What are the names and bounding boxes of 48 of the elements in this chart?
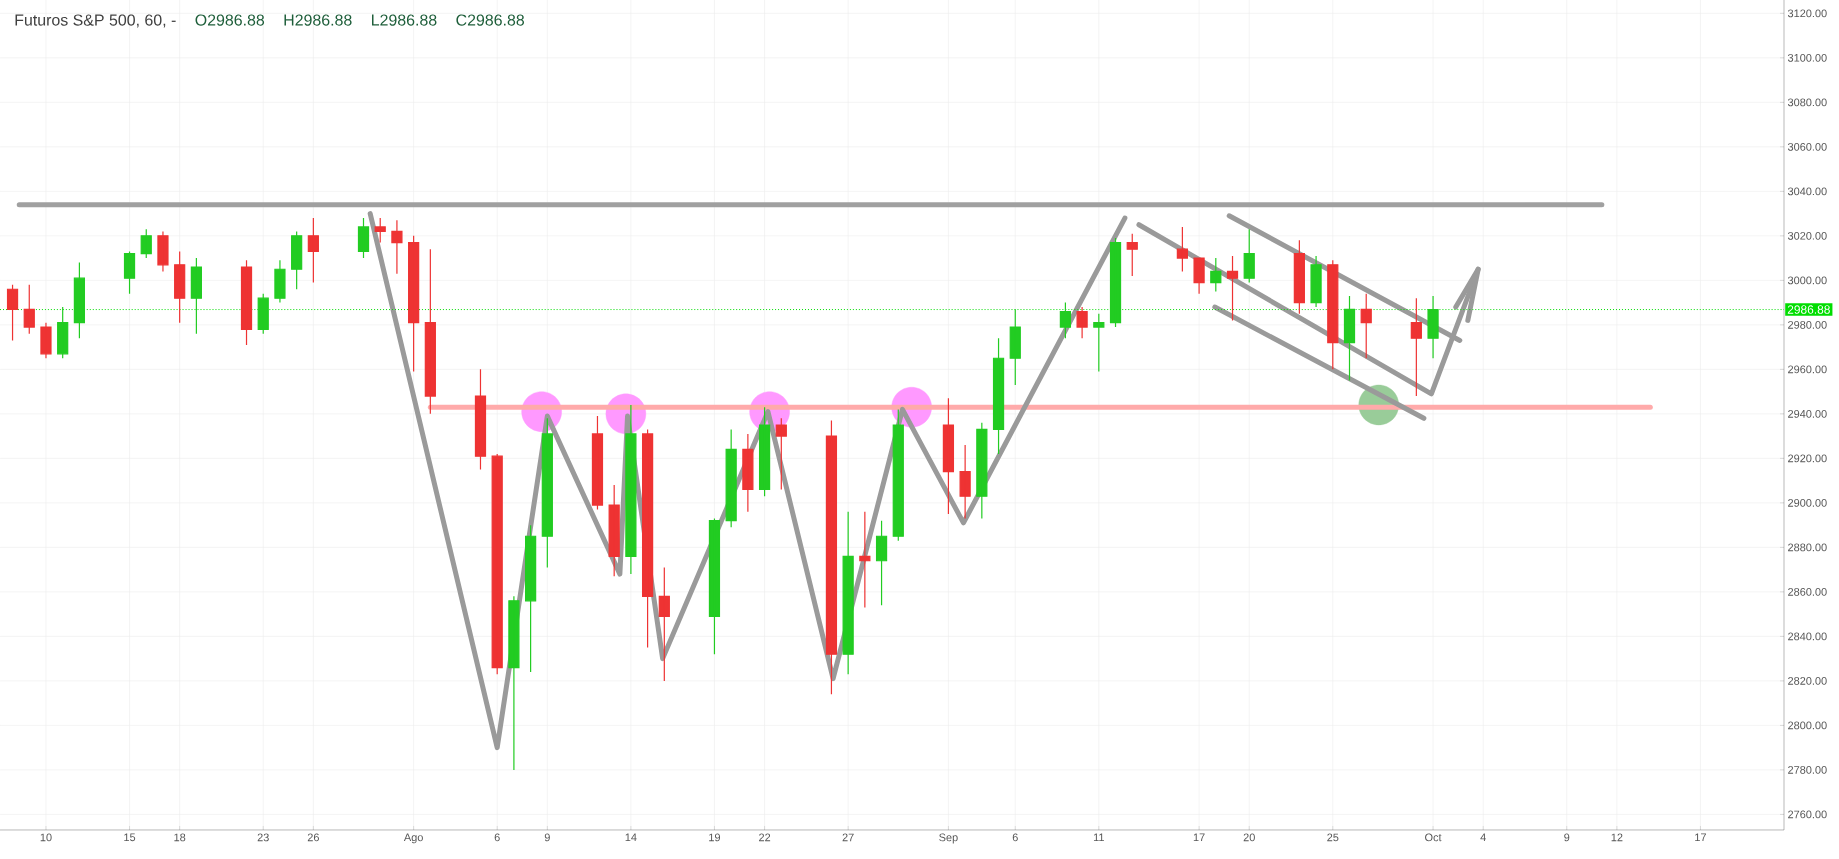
annotation: C2986.88 xyxy=(456,14,525,26)
x-tick-label: 15 xyxy=(124,833,136,842)
y-tick-label: 2760.00 xyxy=(1788,810,1827,819)
y-tick-label: 3120.00 xyxy=(1787,9,1827,18)
y-tick-label: 2940.00 xyxy=(1788,410,1827,418)
ref-line-label: 2986.88 xyxy=(1787,305,1830,314)
y-tick-label: 3060.00 xyxy=(1787,142,1827,151)
x-tick-label: 20 xyxy=(1243,833,1255,842)
y-tick-label: 2840.00 xyxy=(1788,632,1827,641)
x-tick-label: 19 xyxy=(709,833,721,842)
y-tick-label: 2800.00 xyxy=(1788,721,1827,730)
y-tick-label: 2880.00 xyxy=(1788,543,1827,552)
x-tick-label: 9 xyxy=(544,833,550,842)
x-tick-label: 25 xyxy=(1327,833,1339,842)
annotation: H2986.88 xyxy=(284,14,352,26)
x-tick-label: Ago xyxy=(403,833,423,844)
y-tick-label: 2980.00 xyxy=(1788,320,1827,329)
x-tick-label: 6 xyxy=(1012,833,1018,842)
y-tick-label: 2780.00 xyxy=(1788,766,1827,774)
x-tick-label: 27 xyxy=(842,833,854,842)
annotation: O2986.88 xyxy=(195,14,265,26)
x-tick-label: 18 xyxy=(174,833,186,842)
x-tick-label: 26 xyxy=(307,833,319,842)
x-tick-label: 14 xyxy=(625,833,637,842)
x-tick-label: 22 xyxy=(759,833,771,842)
y-tick-label: 2900.00 xyxy=(1788,499,1827,507)
y-tick-label: 2960.00 xyxy=(1788,365,1827,374)
x-tick-label: 6 xyxy=(494,833,500,842)
x-tick-label: 12 xyxy=(1611,833,1623,842)
y-tick-label: 3040.00 xyxy=(1787,187,1827,196)
x-tick-label: 17 xyxy=(1695,833,1706,842)
y-tick-label: 3020.00 xyxy=(1787,231,1827,240)
y-tick-label: 3100.00 xyxy=(1787,53,1827,62)
y-tick-label: 3080.00 xyxy=(1787,98,1827,107)
x-tick-label: 23 xyxy=(257,833,269,842)
x-tick-label: 10 xyxy=(40,833,52,842)
x-tick-label: 9 xyxy=(1564,833,1570,842)
x-tick-label: 11 xyxy=(1093,833,1104,842)
x-tick-label: 4 xyxy=(1480,833,1486,842)
x-tick-label: Oct xyxy=(1425,833,1442,842)
y-tick-label: 3000.00 xyxy=(1787,276,1827,285)
y-tick-label: 2860.00 xyxy=(1788,588,1827,596)
annotation: L2986.88 xyxy=(372,14,437,26)
y-tick-label: 2820.00 xyxy=(1788,677,1827,685)
x-tick-label: Sep xyxy=(939,833,958,844)
y-tick-label: 2920.00 xyxy=(1788,454,1827,463)
text: Futuros S&P 500, 60, - xyxy=(15,14,176,28)
x-tick-label: 17 xyxy=(1193,833,1205,842)
